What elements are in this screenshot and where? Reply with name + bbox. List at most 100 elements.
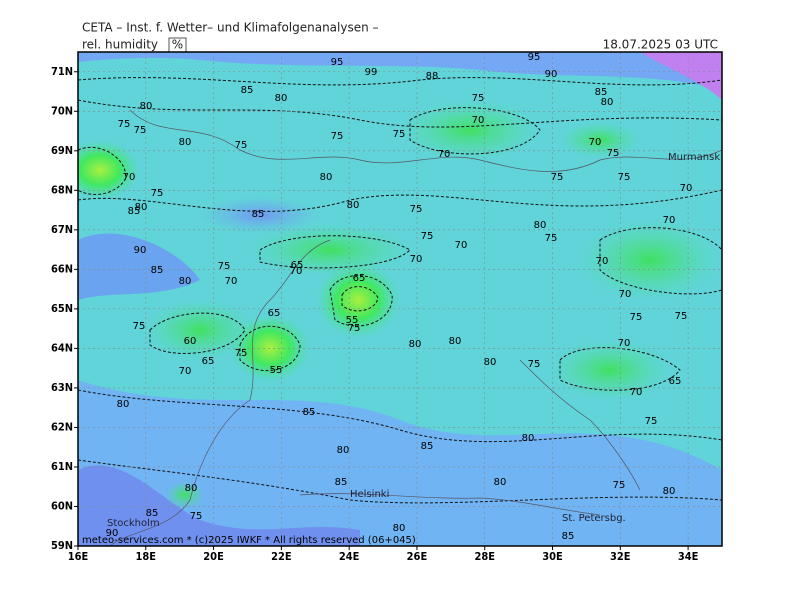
contour-label: 80 xyxy=(140,101,153,112)
y-tick-label: 60N xyxy=(51,499,73,512)
contour-label: 70 xyxy=(290,266,303,277)
unit-label: % xyxy=(172,38,183,52)
dry-zone xyxy=(316,262,400,338)
x-tick-label: 32E xyxy=(610,550,631,563)
contour-label: 55 xyxy=(270,365,283,376)
contour-label: 75 xyxy=(421,231,434,242)
contour-label: 60 xyxy=(184,336,197,347)
city-label: Murmansk xyxy=(668,152,720,163)
moist-zone xyxy=(78,380,722,546)
y-tick-label: 61N xyxy=(51,460,73,473)
x-tick-label: 16E xyxy=(68,550,89,563)
x-tick-label: 20E xyxy=(203,550,224,563)
x-tick-label: 28E xyxy=(474,550,495,563)
y-tick-label: 63N xyxy=(51,381,73,394)
contour-label: 75 xyxy=(551,172,564,183)
dry-zone xyxy=(250,224,410,276)
contour-label: 80 xyxy=(484,357,497,368)
contour-label: 65 xyxy=(669,376,682,387)
contour-label: 70 xyxy=(123,172,136,183)
contour-label: 75 xyxy=(645,416,658,427)
contour-label: 75 xyxy=(134,125,147,136)
contour-label: 80 xyxy=(663,486,676,497)
contour-label: 70 xyxy=(596,256,609,267)
dry-zone xyxy=(560,122,640,158)
contour-label: 65 xyxy=(353,273,366,284)
contour-label: 95 xyxy=(528,52,541,63)
contour-label: 80 xyxy=(522,433,535,444)
x-tick-label: 24E xyxy=(339,550,360,563)
y-tick-label: 59N xyxy=(51,539,73,552)
x-tick-label: 34E xyxy=(678,550,699,563)
y-tick-label: 71N xyxy=(51,65,73,78)
x-tick-label: 26E xyxy=(407,550,428,563)
contour-label: 90 xyxy=(134,245,147,256)
x-tick-label: 18E xyxy=(136,550,157,563)
field xyxy=(78,52,722,546)
contour-label: 70 xyxy=(438,149,451,160)
axes: 16E 18E 20E 22E 24E 26E 28E 30E 32E 34E 59N 60N 61N 6… xyxy=(51,65,699,563)
contour-label: 75 xyxy=(545,233,558,244)
city-label: St. Petersbg. xyxy=(562,513,626,524)
moist-zone xyxy=(78,233,200,300)
contour-label: 70 xyxy=(472,115,485,126)
contour-label: 75 xyxy=(133,321,146,332)
contour-label: 75 xyxy=(607,148,620,159)
contour-label: 75 xyxy=(472,93,485,104)
contour-label: 80 xyxy=(534,220,547,231)
contour-label: 85 xyxy=(303,407,316,418)
copyright: meteo-services.com * (c)2025 IWKF * All … xyxy=(82,535,416,546)
contour-label: 99 xyxy=(365,67,378,78)
contour-label: 70 xyxy=(410,254,423,265)
contour-label: 80 xyxy=(347,200,360,211)
contour-label: 75 xyxy=(393,129,406,140)
contour-label: 85 xyxy=(335,477,348,488)
contour-label: 85 xyxy=(146,508,159,519)
contour-label: 80 xyxy=(185,483,198,494)
contour-label: 70 xyxy=(455,240,468,251)
y-tick-label: 62N xyxy=(51,420,73,433)
field-label: rel. humidity xyxy=(82,38,158,52)
contour-label: 75 xyxy=(331,131,344,142)
contour-label: 70 xyxy=(630,387,643,398)
moist-zone xyxy=(78,465,360,546)
contour-label: 85 xyxy=(562,531,575,542)
contour-label: 70 xyxy=(618,338,631,349)
x-tick-label: 30E xyxy=(542,550,563,563)
contour-label: 80 xyxy=(337,445,350,456)
contour-label: 70 xyxy=(589,137,602,148)
city-label: Stockholm xyxy=(107,518,160,529)
contour-label: 90 xyxy=(106,528,119,539)
contour-label: 80 xyxy=(135,202,148,213)
coastlines xyxy=(109,109,722,546)
y-tick-label: 65N xyxy=(51,302,73,315)
contour-label: 85 xyxy=(151,265,164,276)
contour-label: 70 xyxy=(680,183,693,194)
contour-label: 75 xyxy=(675,311,688,322)
contour-label: 80 xyxy=(494,477,507,488)
valid-time: 18.07.2025 03 UTC xyxy=(603,38,718,52)
contour-label: 65 xyxy=(268,308,281,319)
map-frame xyxy=(77,51,723,547)
contour-label: 70 xyxy=(663,215,676,226)
y-tick-label: 64N xyxy=(51,341,73,354)
contour-label: 75 xyxy=(235,348,248,359)
contour-label: 75 xyxy=(348,323,361,334)
contour-label: 75 xyxy=(630,312,643,323)
contour-label: 88 xyxy=(426,71,439,82)
dry-zone xyxy=(400,100,540,160)
contour-label: 80 xyxy=(393,523,406,534)
contour-label: 75 xyxy=(118,119,131,130)
contour-label: 75 xyxy=(190,511,203,522)
contour-label: 85 xyxy=(595,87,608,98)
contour-label: 95 xyxy=(331,57,344,68)
contour-label: 80 xyxy=(449,336,462,347)
contour-label: 70 xyxy=(619,289,632,300)
x-tick-label: 22E xyxy=(271,550,292,563)
dry-zone xyxy=(165,481,205,509)
contour-label: 75 xyxy=(618,172,631,183)
contour-label: 85 xyxy=(252,209,265,220)
contour-label: 80 xyxy=(601,97,614,108)
y-tick-label: 70N xyxy=(51,104,73,117)
